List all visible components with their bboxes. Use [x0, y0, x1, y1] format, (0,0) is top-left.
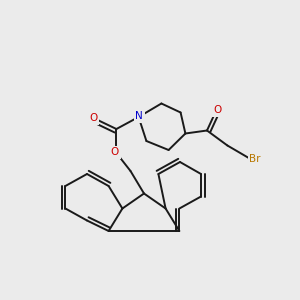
Text: O: O: [213, 105, 222, 116]
Text: O: O: [111, 147, 119, 158]
Text: N: N: [135, 111, 143, 122]
Text: Br: Br: [249, 154, 261, 164]
Text: O: O: [89, 113, 97, 123]
